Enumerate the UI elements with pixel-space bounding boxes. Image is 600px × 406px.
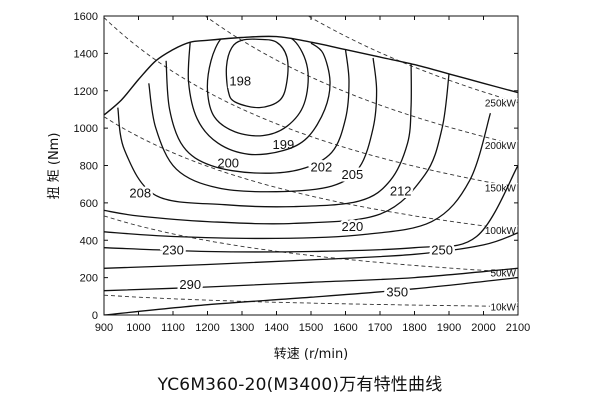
bsfc-contour-line <box>148 57 378 193</box>
bsfc-contour-line <box>225 38 289 109</box>
power-line <box>104 116 518 231</box>
power-line-label: 250kW <box>485 99 517 110</box>
bsfc-contour-label: 205 <box>342 167 364 182</box>
chart-caption: YC6M360-20(M3400)万有特性曲线 <box>157 375 443 395</box>
power-line <box>104 294 518 307</box>
bsfc-contour-label: 220 <box>342 219 364 234</box>
y-tick-label: 1200 <box>74 86 98 98</box>
x-tick-label: 1000 <box>126 322 150 334</box>
power-line <box>307 16 518 104</box>
y-tick-label: 1600 <box>74 11 98 23</box>
power-line-label: 10kW <box>490 303 516 314</box>
bsfc-contour-line <box>165 49 350 174</box>
x-tick-label: 1100 <box>161 322 185 334</box>
power-line-label: 200kW <box>485 141 517 152</box>
bsfc-contour-line <box>104 276 518 316</box>
power-line <box>104 17 518 188</box>
y-tick-label: 1000 <box>74 123 98 135</box>
power-line <box>104 215 518 273</box>
bsfc-contour-label: 212 <box>390 184 412 199</box>
x-tick-label: 1700 <box>368 322 392 334</box>
bsfc-contour-line <box>104 267 518 292</box>
x-tick-label: 1900 <box>437 322 461 334</box>
bsfc-contour-line <box>104 73 450 225</box>
power-line-label: 100kW <box>485 226 517 237</box>
bsfc-contour-line <box>117 63 412 208</box>
x-tick-label: 900 <box>95 322 113 334</box>
y-tick-label: 800 <box>80 161 98 173</box>
bsfc-contour-label: 199 <box>273 137 295 152</box>
bsfc-contour-label: 230 <box>162 243 184 258</box>
y-tick-labels: 0 200 400 600 800 1000 1200 1400 1600 <box>74 11 98 322</box>
power-line-label: 150kW <box>485 184 517 195</box>
bsfc-contour-label: 198 <box>229 73 251 88</box>
y-tick-label: 1400 <box>74 48 98 60</box>
bsfc-contour-label: 208 <box>129 186 151 201</box>
bsfc-contour-line <box>104 232 518 269</box>
bsfc-contour-line <box>104 165 518 253</box>
y-axis-title: 扭 矩 (Nm) <box>47 133 62 200</box>
bsfc-contour-label: 290 <box>179 277 201 292</box>
y-tick-label: 600 <box>80 198 98 210</box>
x-tick-labels: 900 1000 1100 1200 1300 1400 1500 1600 1700 1800 1… <box>95 322 530 334</box>
tick-marks <box>103 15 519 316</box>
x-tick-label: 1400 <box>264 322 288 334</box>
x-tick-label: 1500 <box>299 322 323 334</box>
x-axis-title: 转速 (r/min) <box>274 347 349 362</box>
x-tick-label: 1200 <box>195 322 219 334</box>
x-tick-label: 1800 <box>402 322 426 334</box>
x-tick-label: 1600 <box>333 322 357 334</box>
y-tick-label: 400 <box>80 235 98 247</box>
bsfc-contour-line <box>187 40 331 156</box>
x-tick-label: 1300 <box>230 322 254 334</box>
bsfc-contour-label: 250 <box>431 243 453 258</box>
max-torque-curve <box>103 35 519 116</box>
bsfc-contour-label: 202 <box>310 159 332 174</box>
y-tick-label: 0 <box>92 310 98 322</box>
x-tick-label: 2000 <box>471 322 495 334</box>
y-tick-label: 200 <box>80 273 98 285</box>
x-tick-label: 2100 <box>506 322 530 334</box>
bsfc-contour-line <box>206 36 309 137</box>
bsfc-contour-line <box>104 113 492 240</box>
bsfc-contour-label: 350 <box>386 285 408 300</box>
